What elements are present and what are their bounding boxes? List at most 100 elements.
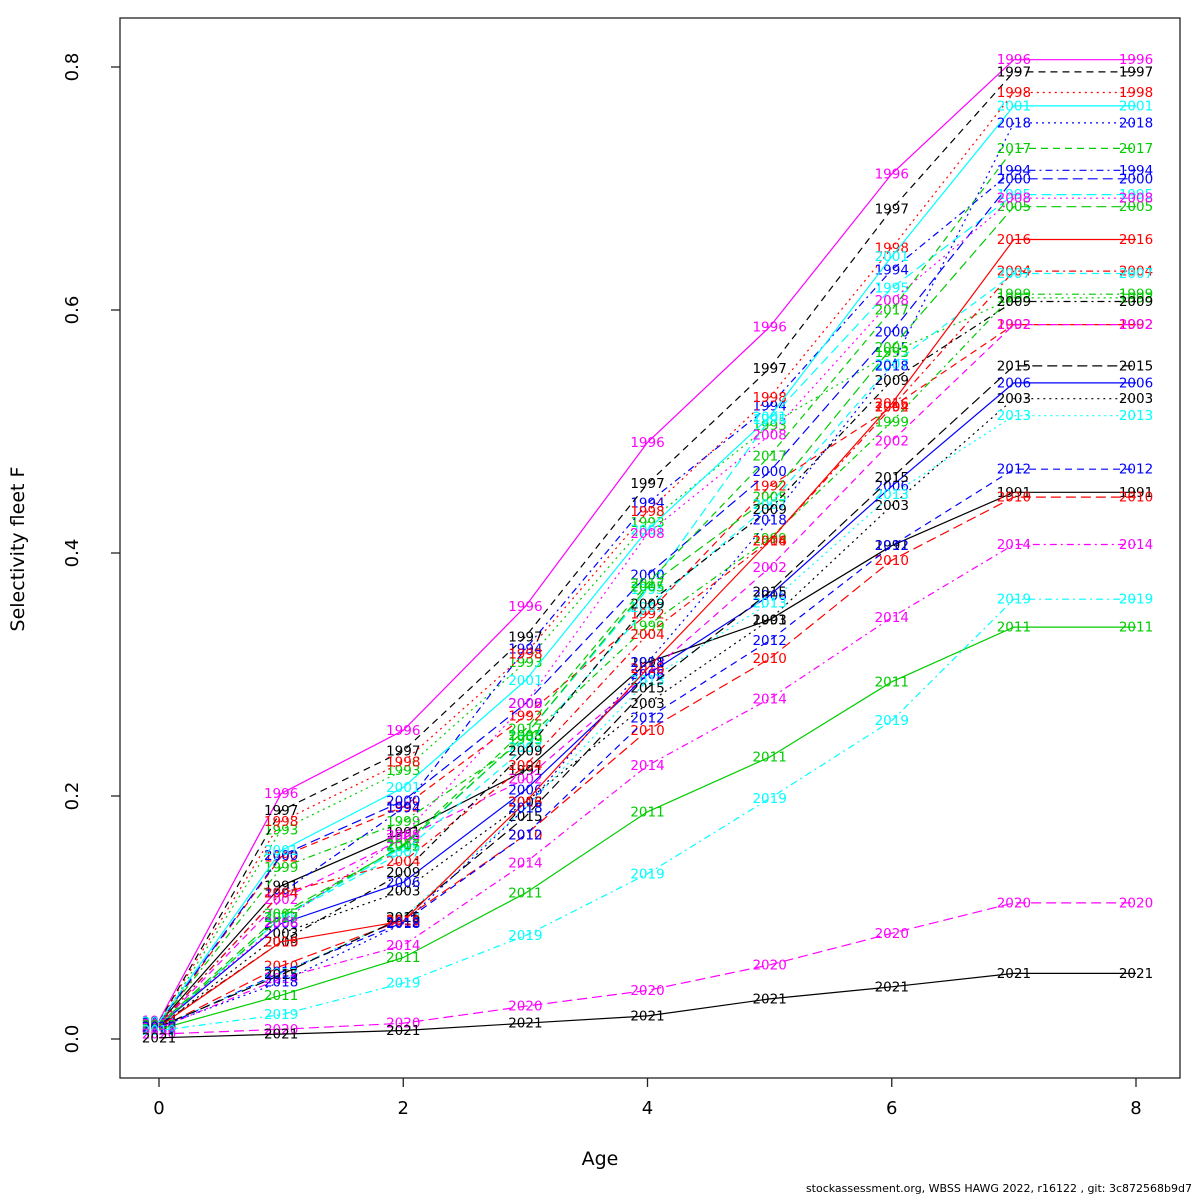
year-label: 2018: [264, 974, 298, 990]
year-label: 2020: [630, 983, 664, 999]
series-line: [158, 194, 1136, 1027]
year-label: 2016: [630, 661, 664, 677]
year-label: 2019: [264, 1007, 298, 1023]
series-line: [158, 71, 1136, 1023]
year-label: 2019: [1119, 592, 1153, 608]
year-label: 2014: [752, 691, 786, 707]
year-label: 2019: [997, 592, 1031, 608]
series-2017: 2017 2017 2017 2017 2017 2017 2017 2017 2017: [142, 141, 1153, 1034]
year-label: 1998: [630, 504, 664, 520]
year-label: 1992: [264, 849, 298, 865]
year-label: 2015: [997, 358, 1031, 374]
year-label: 2003: [997, 391, 1031, 407]
series-line: [158, 626, 1136, 1030]
year-label: 2000: [875, 324, 909, 340]
year-label: 1994: [630, 496, 664, 512]
year-label: 1997: [1119, 64, 1153, 80]
series-line: [158, 398, 1136, 1028]
x-tick-label: 8: [1130, 1098, 1141, 1119]
year-label: 2018: [142, 1019, 176, 1035]
y-axis-title: Selectivity fleet F: [7, 466, 29, 632]
year-label: 2007: [630, 600, 664, 616]
year-label: 1998: [752, 390, 786, 406]
year-label: 2001: [752, 409, 786, 425]
year-label: 2020: [875, 926, 909, 942]
year-label: 1992: [752, 479, 786, 495]
year-label: 2005: [508, 728, 542, 744]
year-label: 1998: [508, 646, 542, 662]
year-label: 1994: [752, 398, 786, 414]
year-label: 2007: [508, 740, 542, 756]
year-label: 2005: [997, 199, 1031, 215]
year-label: 1994: [997, 163, 1031, 179]
year-label: 2015: [508, 809, 542, 825]
year-label: 2007: [752, 497, 786, 513]
year-label: 2002: [508, 771, 542, 787]
x-tick-label: 6: [886, 1098, 897, 1119]
year-label: 2015: [264, 967, 298, 983]
year-label: 2000: [264, 848, 298, 864]
year-label: 2017: [1119, 141, 1153, 157]
year-label: 2005: [264, 906, 298, 922]
year-label: 2000: [386, 793, 420, 809]
year-label: 2004: [997, 264, 1031, 280]
year-label: 2000: [508, 696, 542, 712]
year-label: 2017: [142, 1018, 176, 1034]
series-line: [158, 902, 1136, 1035]
year-label: 2021: [630, 1008, 664, 1024]
year-label: 2014: [875, 610, 909, 626]
year-label: 2005: [386, 838, 420, 854]
series-2021: 2021 2021 2021 2021 2021 2021 2021 2021 2021: [142, 966, 1153, 1046]
year-label: 2017: [630, 576, 664, 592]
year-label: 2003: [875, 498, 909, 514]
year-label: 2015: [1119, 358, 1153, 374]
y-tick-label: 0.4: [62, 539, 83, 568]
year-label: 2009: [508, 744, 542, 760]
year-label: 2021: [997, 966, 1031, 982]
series-line: [158, 324, 1136, 1025]
year-label: 1999: [1119, 287, 1153, 303]
year-label: 2005: [1119, 199, 1153, 215]
year-label: 2013: [1119, 408, 1153, 424]
year-label: 2021: [508, 1016, 542, 1032]
year-label: 2016: [997, 232, 1031, 248]
year-label: 2006: [386, 875, 420, 891]
year-label: 2017: [997, 141, 1031, 157]
series-line: [158, 59, 1136, 1022]
year-label: 2019: [752, 791, 786, 807]
year-label: 1995: [752, 412, 786, 428]
year-label: 2006: [508, 782, 542, 798]
year-label: 2014: [997, 537, 1031, 553]
year-label: 1992: [508, 708, 542, 724]
year-label: 2008: [264, 915, 298, 931]
year-label: 2017: [264, 910, 298, 926]
year-label: 2013: [997, 408, 1031, 424]
year-label: 2003: [264, 926, 298, 942]
year-label: 1999: [997, 287, 1031, 303]
year-label: 2021: [264, 1027, 298, 1043]
year-label: 1997: [386, 744, 420, 760]
year-label: 1997: [875, 202, 909, 218]
year-label: 1995: [875, 281, 909, 297]
year-label: 1997: [752, 361, 786, 377]
year-label: 1999: [264, 860, 298, 876]
x-tick-label: 0: [153, 1098, 164, 1119]
year-label: 2012: [630, 711, 664, 727]
year-label: 2002: [752, 560, 786, 576]
year-label: 1991: [508, 763, 542, 779]
year-label: 2010: [508, 827, 542, 843]
year-label: 2017: [875, 303, 909, 319]
year-label: 1996: [386, 723, 420, 739]
year-label: 2014: [386, 938, 420, 954]
year-label: 2009: [752, 502, 786, 518]
year-label: 1997: [508, 629, 542, 645]
year-label: 2011: [752, 750, 786, 766]
year-label: 2004: [875, 400, 909, 416]
year-label: 1992: [997, 317, 1031, 333]
year-label: 1997: [264, 803, 298, 819]
year-label: 2009: [1119, 294, 1153, 310]
